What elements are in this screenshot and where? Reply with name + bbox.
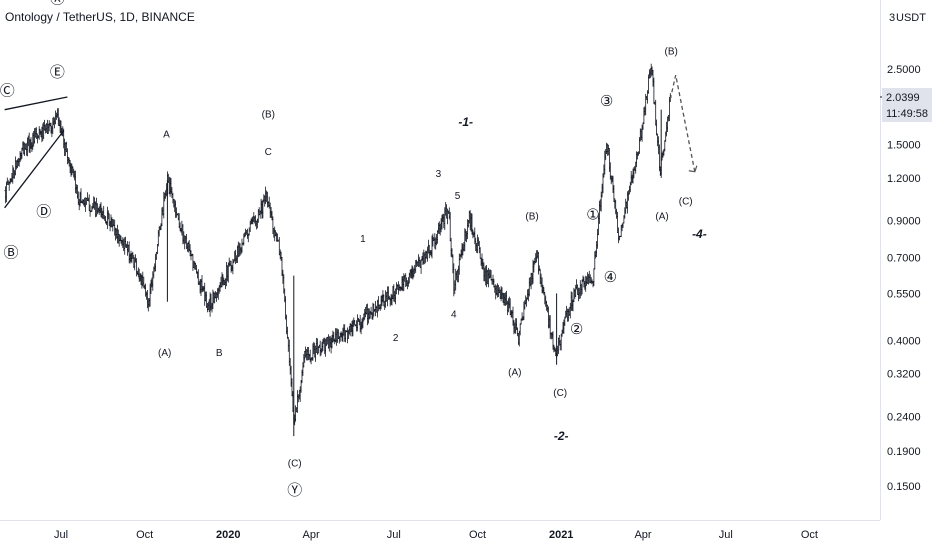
price-ticks: 2.5000 1.5000 1.2000 0.9000 0.7000 0.5500 0.40…: [887, 64, 921, 493]
wave-label[interactable]: -4-: [692, 227, 707, 241]
wave-label[interactable]: A: [163, 129, 170, 140]
wave-labels-layer: Ⓒ Ⓧ Ⓔ Ⓓ Ⓑ A (A) B (B) C (C) Ⓨ 1 2 3 4 5 -1- (B) (A) (C) -2- ① ②…: [0, 0, 707, 499]
wave-label[interactable]: Ⓔ: [50, 64, 65, 81]
wave-label[interactable]: (B): [525, 212, 538, 223]
price-tick-label: 0.5500: [887, 288, 921, 300]
time-tick-label: Apr: [303, 529, 320, 541]
time-tick-label: Oct: [136, 529, 153, 541]
price-tick-label: 2.5000: [887, 64, 921, 76]
price-tick-label: 0.1900: [887, 446, 921, 458]
wave-label[interactable]: ④: [604, 269, 617, 286]
wave-label[interactable]: (C): [288, 458, 302, 469]
wave-label[interactable]: ①: [586, 207, 599, 224]
wave-label[interactable]: 4: [451, 310, 457, 321]
wave-label[interactable]: (C): [553, 388, 567, 399]
projection-path[interactable]: [669, 74, 696, 172]
wave-label[interactable]: 3: [436, 169, 442, 180]
wave-label[interactable]: -1-: [458, 115, 473, 129]
price-tick-label: 0.4000: [887, 336, 921, 348]
wave-label[interactable]: Ⓨ: [287, 482, 302, 499]
price-axis-top-label: 3: [889, 12, 895, 24]
wave-label[interactable]: B: [216, 348, 223, 359]
wave-label[interactable]: 2: [393, 333, 399, 344]
price-tick-label: 0.9000: [887, 215, 921, 227]
wave-label[interactable]: -2-: [554, 429, 569, 443]
current-price: 2.0399: [886, 92, 920, 104]
wave-label[interactable]: (A): [158, 348, 171, 359]
wave-label[interactable]: (A): [508, 367, 521, 378]
wave-label[interactable]: (A): [655, 212, 668, 223]
time-axis[interactable]: Jul Oct 2020 Apr Jul Oct 2021 Apr Jul Oct: [0, 520, 880, 542]
wave-label[interactable]: (B): [262, 110, 275, 121]
time-tick-label: Jul: [719, 529, 733, 541]
time-tick-label: Oct: [801, 529, 818, 541]
projection-arrowhead: [688, 165, 698, 173]
price-tick-label: 1.5000: [887, 140, 921, 152]
wave-label[interactable]: (C): [679, 196, 693, 207]
wave-label[interactable]: Ⓒ: [0, 82, 15, 99]
wave-label[interactable]: ③: [600, 93, 613, 110]
wave-label[interactable]: Ⓓ: [36, 203, 51, 220]
wave-label[interactable]: 1: [360, 234, 366, 245]
time-ticks: Jul Oct 2020 Apr Jul Oct 2021 Apr Jul Oct: [54, 529, 818, 541]
price-tick-label: 0.7000: [887, 253, 921, 265]
wave-label[interactable]: (B): [665, 47, 678, 58]
currency-label: USDT: [896, 12, 926, 24]
trendline[interactable]: [4, 96, 68, 111]
wave-label[interactable]: C: [265, 147, 272, 158]
trendlines-layer: [4, 74, 698, 209]
price-axis[interactable]: 3 USDT 2.5000 1.5000 1.2000 0.9000 0.7000 0.5…: [880, 0, 932, 520]
chart-title: Ontology / TetherUS, 1D, BINANCE: [5, 10, 195, 24]
price-tick-label: 0.2400: [887, 411, 921, 423]
time-tick-label: 2020: [216, 529, 240, 541]
wave-label[interactable]: 5: [455, 191, 461, 202]
time-tick-label: Oct: [469, 529, 486, 541]
wave-label[interactable]: Ⓧ: [50, 0, 65, 7]
wave-label[interactable]: Ⓑ: [3, 245, 18, 262]
time-tick-label: Apr: [634, 529, 651, 541]
candles-layer: [4, 63, 672, 437]
wave-label[interactable]: ②: [570, 321, 583, 338]
trendline[interactable]: [4, 130, 65, 209]
price-tick-label: 0.3200: [887, 369, 921, 381]
time-tick-label: Jul: [387, 529, 401, 541]
time-tick-label: Jul: [54, 529, 68, 541]
current-price-bg: [882, 88, 932, 122]
price-tick-label: 1.2000: [887, 173, 921, 185]
time-tick-label: 2021: [549, 529, 573, 541]
price-tick-label: 0.1500: [887, 481, 921, 493]
bar-countdown: 11:49:58: [886, 108, 928, 120]
current-price-tag: 2.0399 11:49:58: [880, 88, 932, 122]
